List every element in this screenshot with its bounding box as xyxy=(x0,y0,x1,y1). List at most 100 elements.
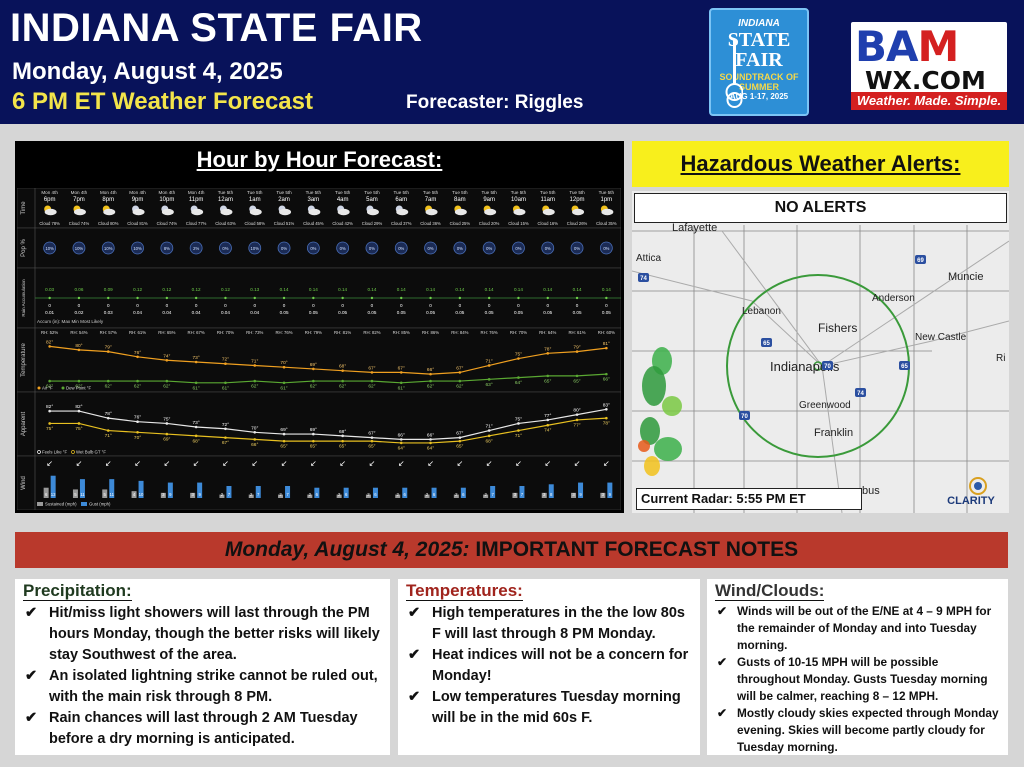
temperature-notes: Temperatures: ✔ High temperatures in the … xyxy=(398,579,700,755)
feels-like-point xyxy=(458,436,462,439)
wind-direction-icon: ↙ xyxy=(544,459,551,468)
gust-bar xyxy=(226,486,232,498)
rain-min: 0 xyxy=(253,303,256,308)
dew-point-point xyxy=(605,372,608,376)
wbgt-label: 64° xyxy=(398,445,405,451)
city-label: Muncie xyxy=(948,271,983,283)
rain-max: 0.14 xyxy=(309,287,318,292)
rain-min: 0 xyxy=(429,303,432,308)
gust-bar xyxy=(314,487,320,498)
pop-badge xyxy=(453,241,467,255)
air-temp-point xyxy=(48,345,51,348)
dew-point-point xyxy=(487,378,491,381)
notes-title: Monday, August 4, 2025: IMPORTANT FORECA… xyxy=(224,538,799,561)
sustained-bar xyxy=(365,494,371,498)
day-label: Tue 5th xyxy=(394,190,410,195)
pop-badge xyxy=(189,241,203,255)
day-label: Tue 5th xyxy=(511,190,527,195)
rain-min: 0 xyxy=(224,303,227,308)
radar-map-graphic: Lafayette Attica Muncie Anderson Lebanon Fish… xyxy=(632,191,1009,513)
wbgt-label: 75° xyxy=(75,426,82,432)
dew-point-label: 62° xyxy=(368,384,375,390)
rain-min: 0 xyxy=(312,303,315,308)
pop-badge xyxy=(541,241,555,255)
weather-icon xyxy=(102,205,116,216)
gust-legend: Gust (mph) xyxy=(89,502,111,507)
note-item: ✔ Hit/miss light showers will last throug… xyxy=(23,603,384,666)
hour-label: 12pm xyxy=(570,197,585,203)
dew-point-point xyxy=(399,381,403,385)
rh-value: RH: 85% xyxy=(393,330,410,335)
day-label: Tue 5th xyxy=(569,190,585,195)
rh-value: RH: 70% xyxy=(217,330,234,335)
cloud-icon xyxy=(454,208,467,216)
wbgt-point xyxy=(282,439,286,443)
gust-value: 6 xyxy=(374,492,377,497)
rain-likely: 0.05 xyxy=(455,310,464,315)
check-icon: ✔ xyxy=(408,605,421,621)
air-temp-label: 78° xyxy=(544,346,551,352)
rain-marker xyxy=(429,296,432,300)
hour-label: 3am xyxy=(308,197,320,203)
check-icon: ✔ xyxy=(408,647,421,663)
wind-direction-icon: ↙ xyxy=(456,459,463,468)
cloud-icon xyxy=(572,208,585,216)
sustained-bar xyxy=(307,494,313,498)
sustained-bar xyxy=(336,494,342,498)
row-label: Temperature xyxy=(21,342,27,376)
air-temp-label: 75° xyxy=(515,352,522,358)
feels-like-label: 78° xyxy=(105,411,112,417)
cloud-icon xyxy=(396,208,409,216)
radar-echo xyxy=(638,440,650,452)
check-icon: ✔ xyxy=(25,605,38,621)
pop-badge xyxy=(277,241,291,255)
interstate-shield-icon xyxy=(899,361,910,370)
guitar-icon xyxy=(725,40,743,108)
gust-bar xyxy=(167,482,173,498)
wbgt-legend: Wet Bulb GT °F xyxy=(76,450,106,455)
rain-max: 0.12 xyxy=(192,287,201,292)
interstate-shield-icon xyxy=(638,273,649,282)
radar-map: Lafayette Attica Muncie Anderson Lebanon Fish… xyxy=(632,191,1009,513)
gust-bar xyxy=(372,487,378,498)
sustained-value: 2 xyxy=(397,492,400,497)
air-temp-line xyxy=(49,345,607,375)
air-temp-point xyxy=(77,348,81,352)
gust-value: 8 xyxy=(550,492,553,497)
air-temp-label: 67° xyxy=(398,365,405,371)
sustained-value: 6 xyxy=(45,492,48,497)
air-temp-label: 79° xyxy=(105,345,112,351)
rh-value: RH: 76% xyxy=(481,330,498,335)
dew-point-label: 64° xyxy=(515,380,522,386)
forecaster-name: Forecaster: Riggles xyxy=(406,92,584,113)
day-label: Tue 5th xyxy=(481,190,497,195)
pop-badge xyxy=(394,241,408,255)
feels-like-label: 67° xyxy=(368,431,375,437)
dew-point-point xyxy=(517,376,520,379)
clarity-logo: CLARITY xyxy=(947,477,995,507)
feels-like-point xyxy=(312,432,315,436)
rain-min: 0 xyxy=(78,303,81,308)
air-temp-label: 81° xyxy=(603,341,610,347)
wbgt-point xyxy=(429,441,432,445)
rain-max: 0.14 xyxy=(338,287,347,292)
day-label: Mon 4th xyxy=(41,190,58,195)
feels-like-point xyxy=(605,408,608,411)
sustained-value: 2 xyxy=(367,492,370,497)
air-temp-label: 72° xyxy=(222,357,229,363)
hour-label: 10am xyxy=(511,197,526,203)
cloud-cover: Cloud 20% xyxy=(479,221,500,226)
page-title: INDIANA STATE FAIR xyxy=(10,6,423,50)
rain-max: 0.13 xyxy=(250,287,259,292)
note-item: ✔ Rain chances will last through 2 AM Tue… xyxy=(23,708,384,750)
pop-value: 10% xyxy=(75,246,84,251)
sustained-value: 3 xyxy=(572,492,575,497)
feels-like-point xyxy=(546,418,550,422)
rain-max: 0.14 xyxy=(543,287,552,292)
air-temp-label: 68° xyxy=(339,364,346,370)
air-temp-label: 67° xyxy=(456,365,463,371)
row-label: Pop % xyxy=(21,239,27,257)
rain-max: 0.14 xyxy=(514,287,523,292)
dew-point-point xyxy=(341,379,344,383)
wind-direction-icon: ↙ xyxy=(427,459,434,468)
